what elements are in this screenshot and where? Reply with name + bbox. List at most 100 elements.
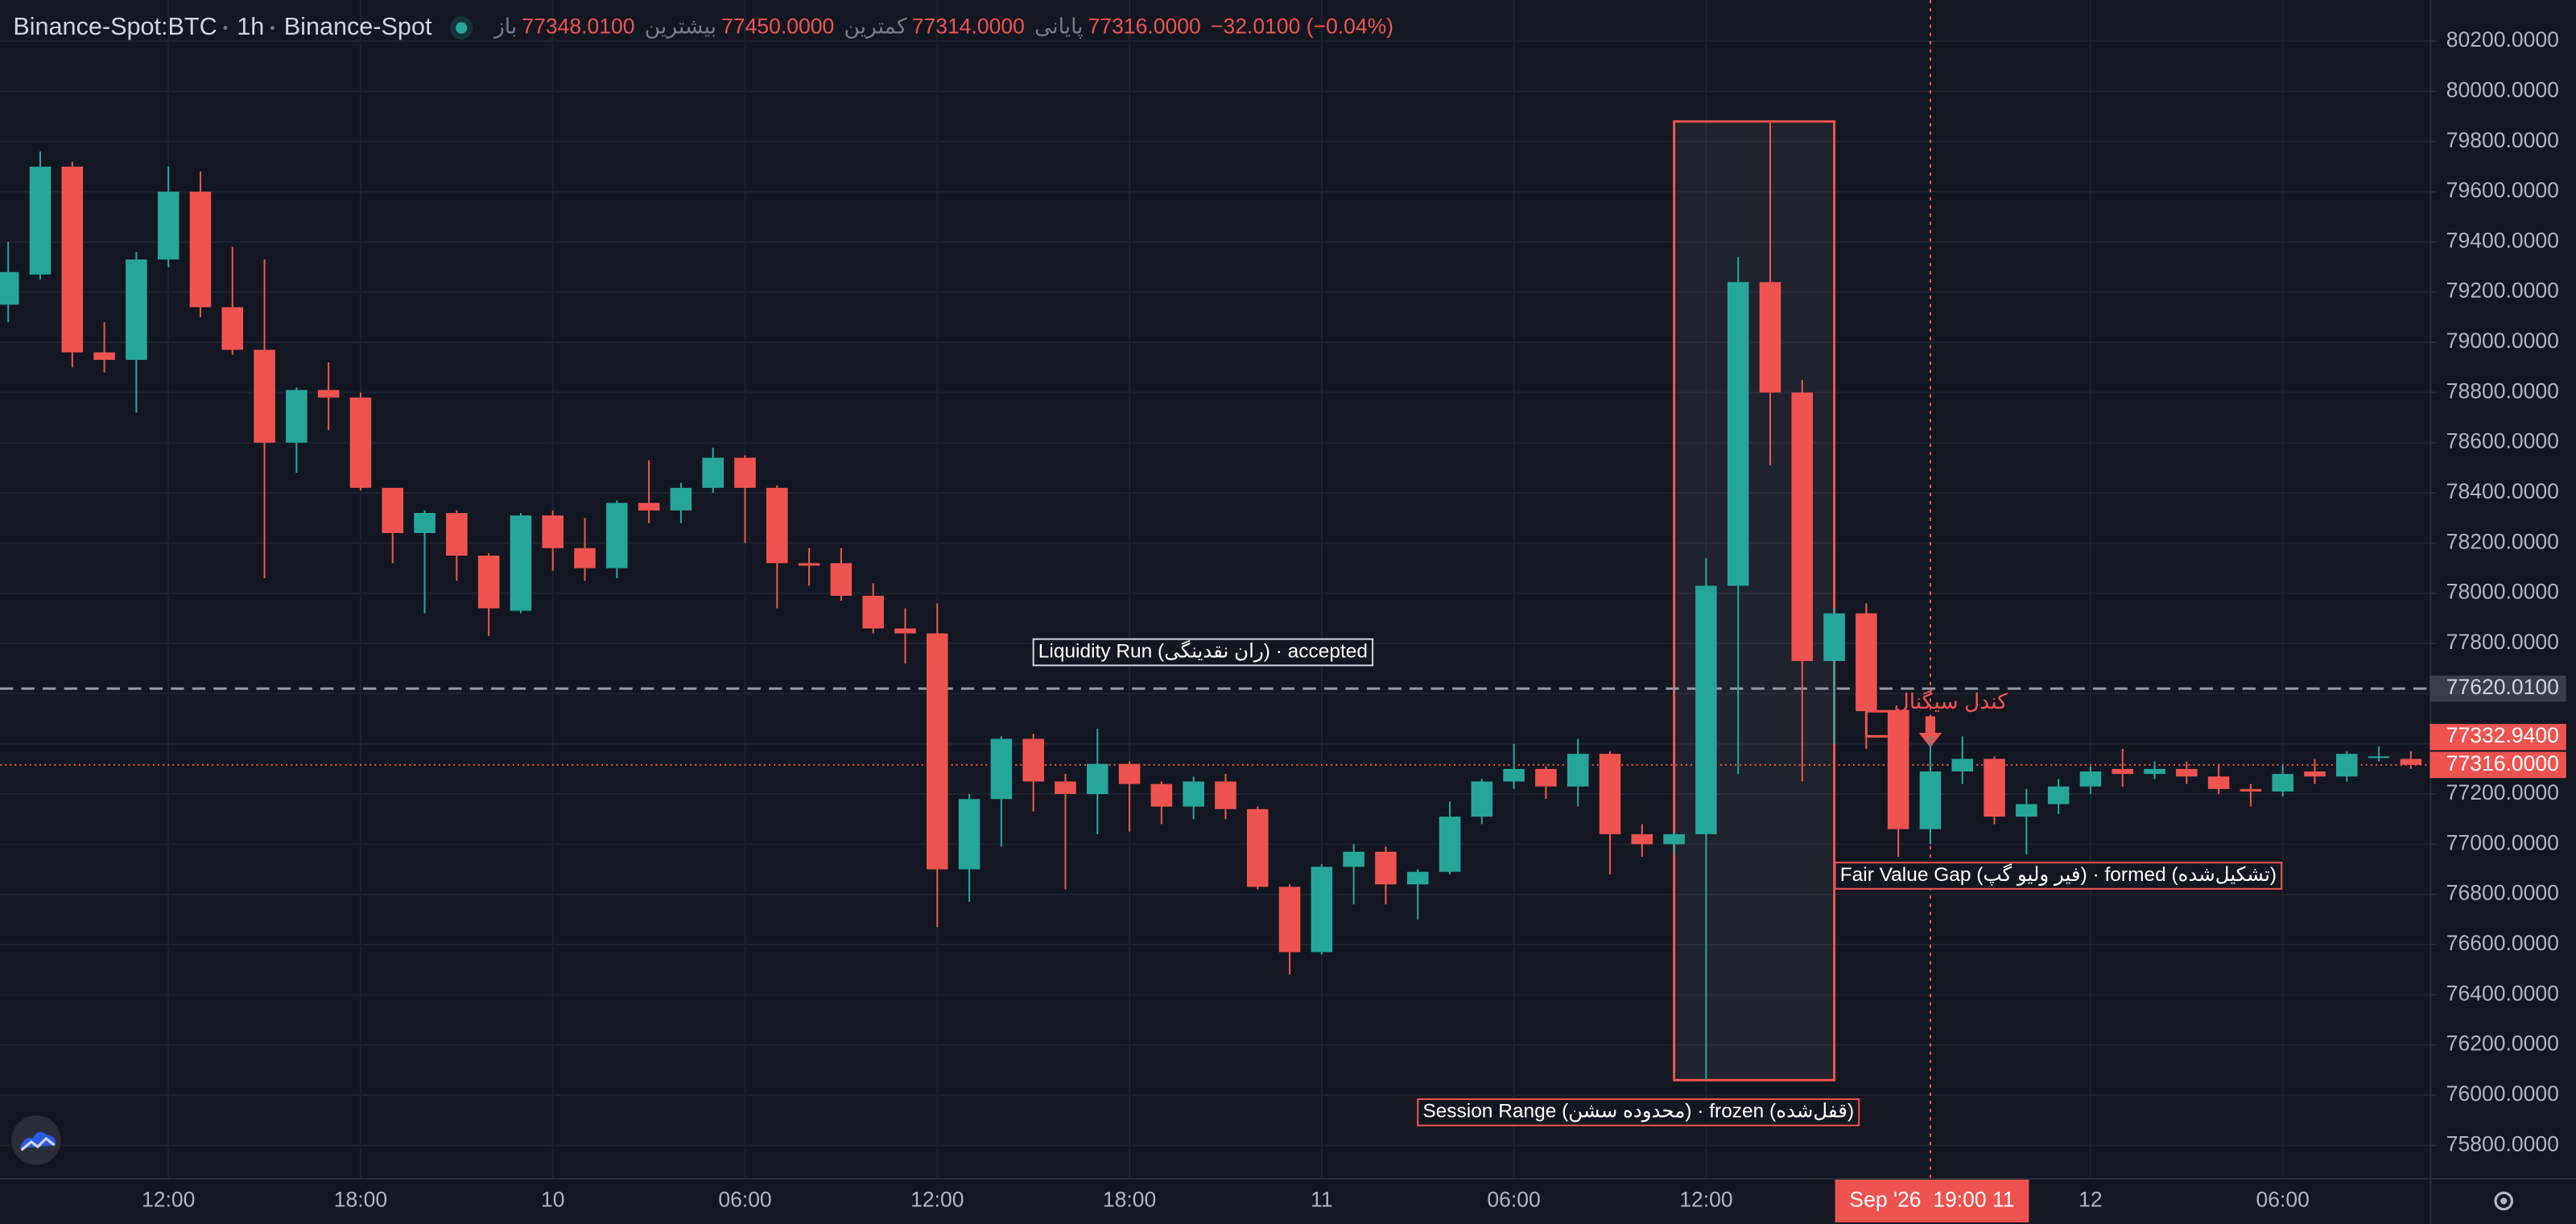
candle-body <box>221 307 244 350</box>
y-tick-label: 79600.0000 <box>2446 178 2559 202</box>
y-tick-label: 76200.0000 <box>2446 1032 2559 1056</box>
x-tick-label: 12 <box>2079 1187 2103 1211</box>
candle-body <box>382 487 404 533</box>
candle-body <box>1984 759 2005 817</box>
price-label: 77620.0100 <box>2446 675 2559 699</box>
y-tick-label: 78400.0000 <box>2446 479 2559 503</box>
x-tick-label: 06:00 <box>2256 1187 2310 1211</box>
candle-body <box>254 349 275 443</box>
candle-body <box>1823 613 1845 661</box>
candle-body <box>93 352 115 360</box>
candle-body <box>1599 754 1621 834</box>
candle-body <box>2304 771 2326 777</box>
y-tick-label: 80000.0000 <box>2446 77 2559 101</box>
candle-body <box>1150 784 1173 807</box>
candle-body <box>2016 804 2037 817</box>
y-tick-label: 76800.0000 <box>2446 881 2559 905</box>
candle-body <box>189 192 212 308</box>
fvg-label-box <box>1834 862 2283 890</box>
candle-body <box>606 502 628 569</box>
gear[interactable] <box>2494 1191 2514 1211</box>
y-tick-label: 76600.0000 <box>2446 931 2559 955</box>
candle-body <box>1919 771 1942 829</box>
separator <box>223 26 228 31</box>
candle-body <box>1439 817 1461 872</box>
candle-body <box>2336 754 2358 777</box>
exchange: Binance-Spot <box>284 13 432 40</box>
crosshair-label: Sep '26 19:00 11 <box>1849 1187 2014 1211</box>
candle-body <box>574 548 596 569</box>
candle-body <box>1311 866 1333 953</box>
candle-body <box>286 390 308 443</box>
status-dot <box>456 22 468 34</box>
candle-body <box>1375 851 1397 885</box>
x-tick-label: 12:00 <box>910 1187 964 1211</box>
logo[interactable] <box>11 1115 61 1165</box>
candle-body <box>349 397 372 488</box>
candle-body <box>1183 781 1204 807</box>
ohlc-value: 77348.0100 <box>522 14 634 39</box>
y-tick-label: 77200.0000 <box>2446 780 2559 804</box>
x-tick-label: 12:00 <box>1679 1187 1732 1211</box>
candle-body <box>446 513 468 556</box>
candle-body <box>414 513 436 533</box>
candle-body <box>477 555 500 609</box>
candle-body <box>1535 768 1557 787</box>
interval: 1h <box>237 13 264 40</box>
change: −32.0100 (−0.04%) <box>1211 14 1393 39</box>
x-tick-label: 18:00 <box>334 1187 387 1211</box>
ohlc-label: پایانی <box>1034 14 1083 39</box>
candle-body <box>1631 833 1653 845</box>
y-tick-label: 75800.0000 <box>2446 1131 2559 1156</box>
candle-body <box>1951 759 1974 772</box>
y-tick-label: 79200.0000 <box>2446 279 2559 303</box>
liquidity-run-label: Liquidity Run (ران نقدینگی) · accepted <box>1038 639 1368 662</box>
settings-button[interactable] <box>2494 1191 2514 1211</box>
x-tick-label: 12:00 <box>142 1187 195 1211</box>
candle-body <box>1759 282 1781 393</box>
y-tick-label: 76400.0000 <box>2446 981 2559 1005</box>
candle-body <box>1118 763 1141 784</box>
candle-body <box>1246 808 1269 887</box>
candle-body <box>2368 756 2390 759</box>
candle-body <box>2047 786 2070 804</box>
y-tick-label: 77000.0000 <box>2446 830 2559 854</box>
overlay-labels: Liquidity Run (ران نقدینگی) · accepted Se… <box>1032 638 2283 1127</box>
candle-body <box>1791 392 1814 661</box>
y-tick-label: 79000.0000 <box>2446 329 2559 353</box>
candle-body <box>1567 754 1589 787</box>
candle-body <box>157 192 180 260</box>
candle-body <box>702 457 724 488</box>
y-tick-label: 79800.0000 <box>2446 128 2559 152</box>
signal-candle-label: کندل سیگنال <box>1893 689 2008 713</box>
candle-body <box>61 166 84 353</box>
last-price-label: 77316.0000 <box>2446 751 2559 775</box>
x-tick-label: 18:00 <box>1103 1187 1156 1211</box>
candle-body <box>1215 781 1236 809</box>
ohlc-value: 77316.0000 <box>1088 14 1201 39</box>
candle-body <box>638 502 660 511</box>
candle-body <box>29 166 52 275</box>
liquidity-run-label-box <box>1032 638 1374 667</box>
x-tick-label: 06:00 <box>1487 1187 1540 1211</box>
candle-body <box>510 515 532 611</box>
signal-price-box <box>2429 723 2566 751</box>
candle-body <box>2240 788 2262 792</box>
candle-body <box>2207 776 2230 789</box>
symbol: Binance-Spot:BTC <box>13 13 217 40</box>
candle-body <box>317 390 340 398</box>
candle-body <box>1087 763 1108 795</box>
header: Binance-Spot:BTC 1h Binance-Spot باز 77348.0… <box>13 13 1393 40</box>
candle-body <box>734 457 756 488</box>
candle-body <box>1727 282 1749 586</box>
candle-body <box>1406 871 1429 885</box>
candle-body <box>2400 759 2422 765</box>
candle-body <box>1343 851 1364 867</box>
y-tick-label: 78800.0000 <box>2446 378 2559 403</box>
candle-body <box>1856 613 1877 712</box>
x-tick-label: 06:00 <box>718 1187 771 1211</box>
y-tick-label: 78000.0000 <box>2446 580 2559 604</box>
